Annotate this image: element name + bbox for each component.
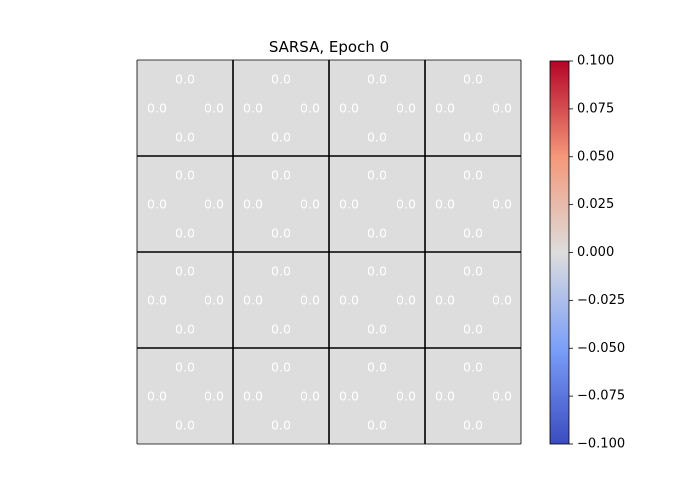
heatmap-cell: [425, 252, 521, 348]
heatmap-cell: [137, 60, 233, 156]
q-value-left: 0.0: [147, 197, 167, 212]
colorbar: 0.100 0.075 0.050 0.025 0.000 −0.025 −0.050 −0.…: [549, 54, 625, 452]
heatmap-cell: [137, 252, 233, 348]
q-value-left: 0.0: [243, 197, 263, 212]
q-value-down: 0.0: [463, 130, 483, 145]
q-value-up: 0.0: [175, 264, 195, 279]
q-value-down: 0.0: [175, 418, 195, 433]
q-value-right: 0.0: [396, 389, 416, 404]
q-value-up: 0.0: [271, 360, 291, 375]
q-value-left: 0.0: [243, 293, 263, 308]
heatmap-cell: [329, 252, 425, 348]
chart-title: SARSA, Epoch 0: [269, 38, 389, 56]
q-value-up: 0.0: [271, 264, 291, 279]
q-value-up: 0.0: [175, 360, 195, 375]
q-value-up: 0.0: [463, 264, 483, 279]
q-value-right: 0.0: [396, 293, 416, 308]
q-value-right: 0.0: [204, 197, 224, 212]
q-value-left: 0.0: [243, 389, 263, 404]
colorbar-tick-label: 0.100: [577, 54, 614, 69]
q-value-up: 0.0: [367, 168, 387, 183]
q-value-down: 0.0: [271, 322, 291, 337]
q-value-up: 0.0: [175, 168, 195, 183]
q-value-up: 0.0: [463, 360, 483, 375]
q-value-right: 0.0: [300, 293, 320, 308]
q-value-right: 0.0: [492, 389, 512, 404]
q-value-left: 0.0: [243, 101, 263, 116]
colorbar-tick-label: 0.000: [577, 245, 614, 260]
heatmap-cell: [233, 348, 329, 444]
colorbar-tick-label: −0.050: [577, 341, 625, 356]
q-value-down: 0.0: [367, 322, 387, 337]
q-value-right: 0.0: [396, 197, 416, 212]
q-value-down: 0.0: [271, 226, 291, 241]
q-value-up: 0.0: [367, 264, 387, 279]
q-value-right: 0.0: [300, 101, 320, 116]
q-value-left: 0.0: [147, 293, 167, 308]
colorbar-tick-label: 0.075: [577, 101, 614, 116]
colorbar-gradient: [549, 60, 570, 445]
q-value-left: 0.0: [339, 293, 359, 308]
q-value-down: 0.0: [175, 322, 195, 337]
heatmap-cell: [137, 156, 233, 252]
q-value-down: 0.0: [367, 130, 387, 145]
heatmap-cell: [329, 60, 425, 156]
heatmap-cell: [425, 348, 521, 444]
q-value-right: 0.0: [300, 197, 320, 212]
q-value-right: 0.0: [492, 293, 512, 308]
colorbar-tick-label: −0.100: [577, 437, 625, 452]
q-value-up: 0.0: [271, 72, 291, 87]
q-value-left: 0.0: [339, 197, 359, 212]
q-value-grid: 0.0 0.0 0.0 0.0 0.0 0.0 0.0 0.0 0.0 0.0 0.0 0.0 0.0 0…: [136, 59, 522, 445]
heatmap-cell: [329, 348, 425, 444]
heatmap-cell: [329, 156, 425, 252]
colorbar-ticks: 0.100 0.075 0.050 0.025 0.000 −0.025 −0.050 −0.…: [569, 54, 625, 452]
heatmap-cell: [233, 60, 329, 156]
q-value-up: 0.0: [367, 72, 387, 87]
q-value-down: 0.0: [463, 226, 483, 241]
q-value-down: 0.0: [175, 130, 195, 145]
q-value-down: 0.0: [367, 226, 387, 241]
q-value-down: 0.0: [175, 226, 195, 241]
q-value-up: 0.0: [271, 168, 291, 183]
colorbar-tick-label: 0.025: [577, 197, 614, 212]
q-value-left: 0.0: [435, 293, 455, 308]
colorbar-tick-label: −0.075: [577, 389, 625, 404]
q-value-left: 0.0: [435, 101, 455, 116]
q-value-right: 0.0: [204, 293, 224, 308]
heatmap-cell: [425, 60, 521, 156]
heatmap-cell: [233, 252, 329, 348]
q-value-up: 0.0: [367, 360, 387, 375]
q-value-left: 0.0: [339, 101, 359, 116]
heatmap-cell: [137, 348, 233, 444]
heatmap-cell: [233, 156, 329, 252]
q-value-right: 0.0: [396, 101, 416, 116]
q-value-up: 0.0: [463, 168, 483, 183]
q-value-up: 0.0: [463, 72, 483, 87]
q-value-right: 0.0: [204, 101, 224, 116]
q-value-right: 0.0: [492, 101, 512, 116]
q-value-down: 0.0: [463, 322, 483, 337]
q-value-left: 0.0: [339, 389, 359, 404]
q-value-down: 0.0: [463, 418, 483, 433]
q-value-left: 0.0: [147, 389, 167, 404]
q-value-left: 0.0: [435, 389, 455, 404]
q-value-down: 0.0: [271, 130, 291, 145]
q-value-down: 0.0: [367, 418, 387, 433]
q-value-right: 0.0: [300, 389, 320, 404]
q-value-right: 0.0: [204, 389, 224, 404]
q-value-up: 0.0: [175, 72, 195, 87]
q-value-right: 0.0: [492, 197, 512, 212]
colorbar-tick-label: −0.025: [577, 293, 625, 308]
heatmap-cell: [425, 156, 521, 252]
colorbar-tick-label: 0.050: [577, 149, 614, 164]
q-value-left: 0.0: [147, 101, 167, 116]
q-value-left: 0.0: [435, 197, 455, 212]
q-value-down: 0.0: [271, 418, 291, 433]
